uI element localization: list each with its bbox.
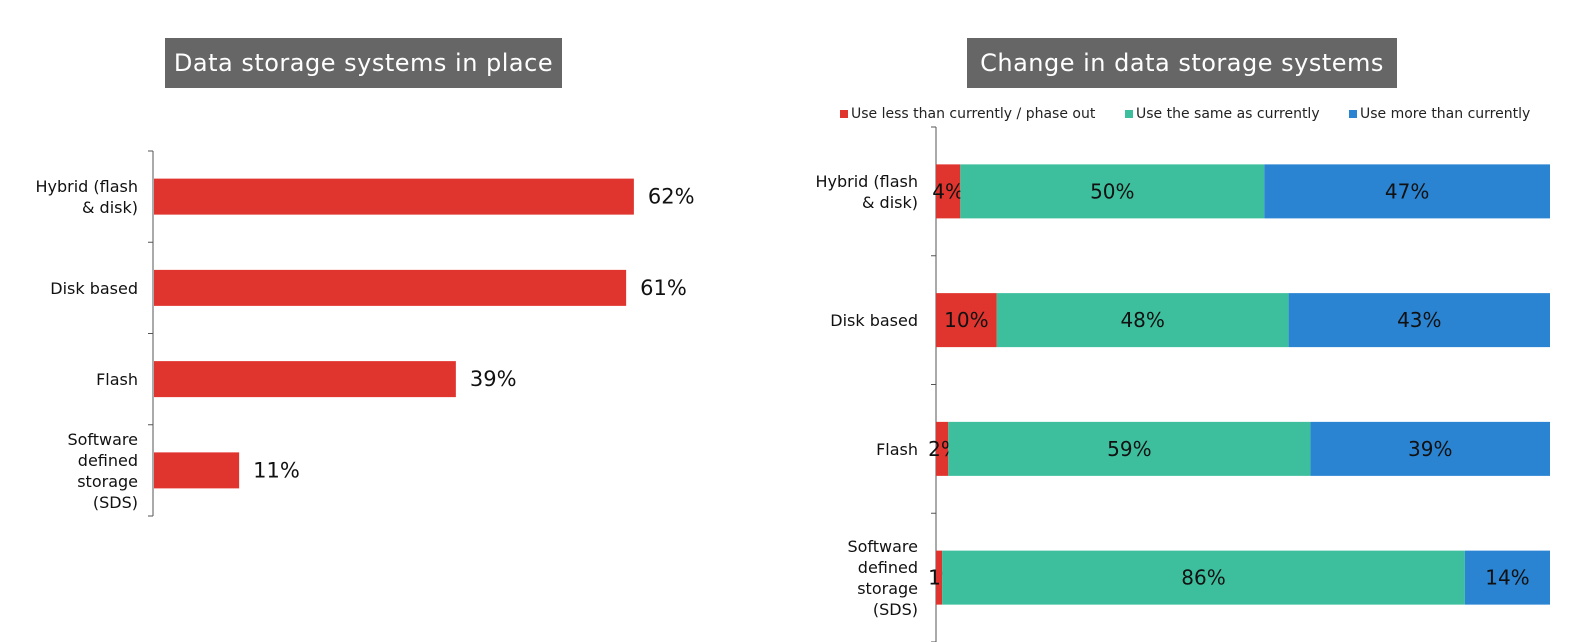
chart2-segment-label: 47% — [1385, 179, 1429, 203]
chart2-segment — [936, 550, 943, 605]
chart2-segment — [1264, 164, 1550, 219]
chart2-category-label: Hybrid (flash & disk) — [815, 171, 918, 211]
chart2-legend-swatch — [1125, 110, 1133, 118]
chart1-value-label: 11% — [253, 458, 300, 482]
chart1-value-label: 62% — [648, 185, 695, 209]
chart2-segment — [1464, 550, 1550, 605]
chart2-legend-label: Use the same as currently — [1136, 106, 1320, 122]
chart1-category-label: Hybrid (flash & disk) — [35, 177, 138, 217]
chart1-category-label: Software defined storage (SDS) — [67, 429, 138, 511]
chart2-segment — [1288, 293, 1550, 348]
chart1-title: Data storage systems in place — [165, 38, 562, 88]
chart2-segment — [942, 550, 1465, 605]
chart1-category-label: Flash — [96, 370, 138, 389]
chart2-segment — [948, 421, 1311, 476]
chart2-segment-label: 50% — [1090, 179, 1134, 203]
chart1-category-label: Disk based — [50, 278, 138, 297]
chart2-category-label: Disk based — [830, 311, 918, 330]
chart2-segment — [960, 164, 1265, 219]
chart2-legend-label: Use more than currently — [1360, 106, 1530, 122]
chart2-segment — [996, 293, 1289, 348]
chart1-bar — [154, 361, 456, 398]
chart1-bar — [154, 269, 627, 306]
chart2-segment — [936, 421, 949, 476]
chart2-segment — [936, 293, 997, 348]
chart1-value-label: 39% — [470, 367, 517, 391]
chart1-bar — [154, 178, 634, 215]
chart2-segment — [936, 164, 961, 219]
chart1-value-label: 61% — [640, 276, 687, 300]
chart2-segment-label: 39% — [1408, 437, 1452, 461]
chart2-legend-swatch — [1349, 110, 1357, 118]
chart1-bar — [154, 452, 240, 489]
chart2-segment-label: 43% — [1397, 308, 1441, 332]
chart2-category-label: Software defined storage (SDS) — [847, 537, 918, 619]
chart2-segment-label: 48% — [1120, 308, 1164, 332]
chart2-segment — [1310, 421, 1550, 476]
chart2-segment-label: 59% — [1107, 437, 1151, 461]
chart2-segment-label: 86% — [1181, 566, 1225, 590]
chart2-legend-label: Use less than currently / phase out — [851, 106, 1096, 122]
chart2-segment-label: 10% — [944, 308, 988, 332]
chart2-category-label: Flash — [876, 439, 918, 458]
chart2-legend-swatch — [840, 110, 848, 118]
chart2-title: Change in data storage systems — [967, 38, 1397, 88]
chart2-segment-label: 14% — [1485, 566, 1529, 590]
chart2-segment-label: 4% — [932, 179, 964, 203]
